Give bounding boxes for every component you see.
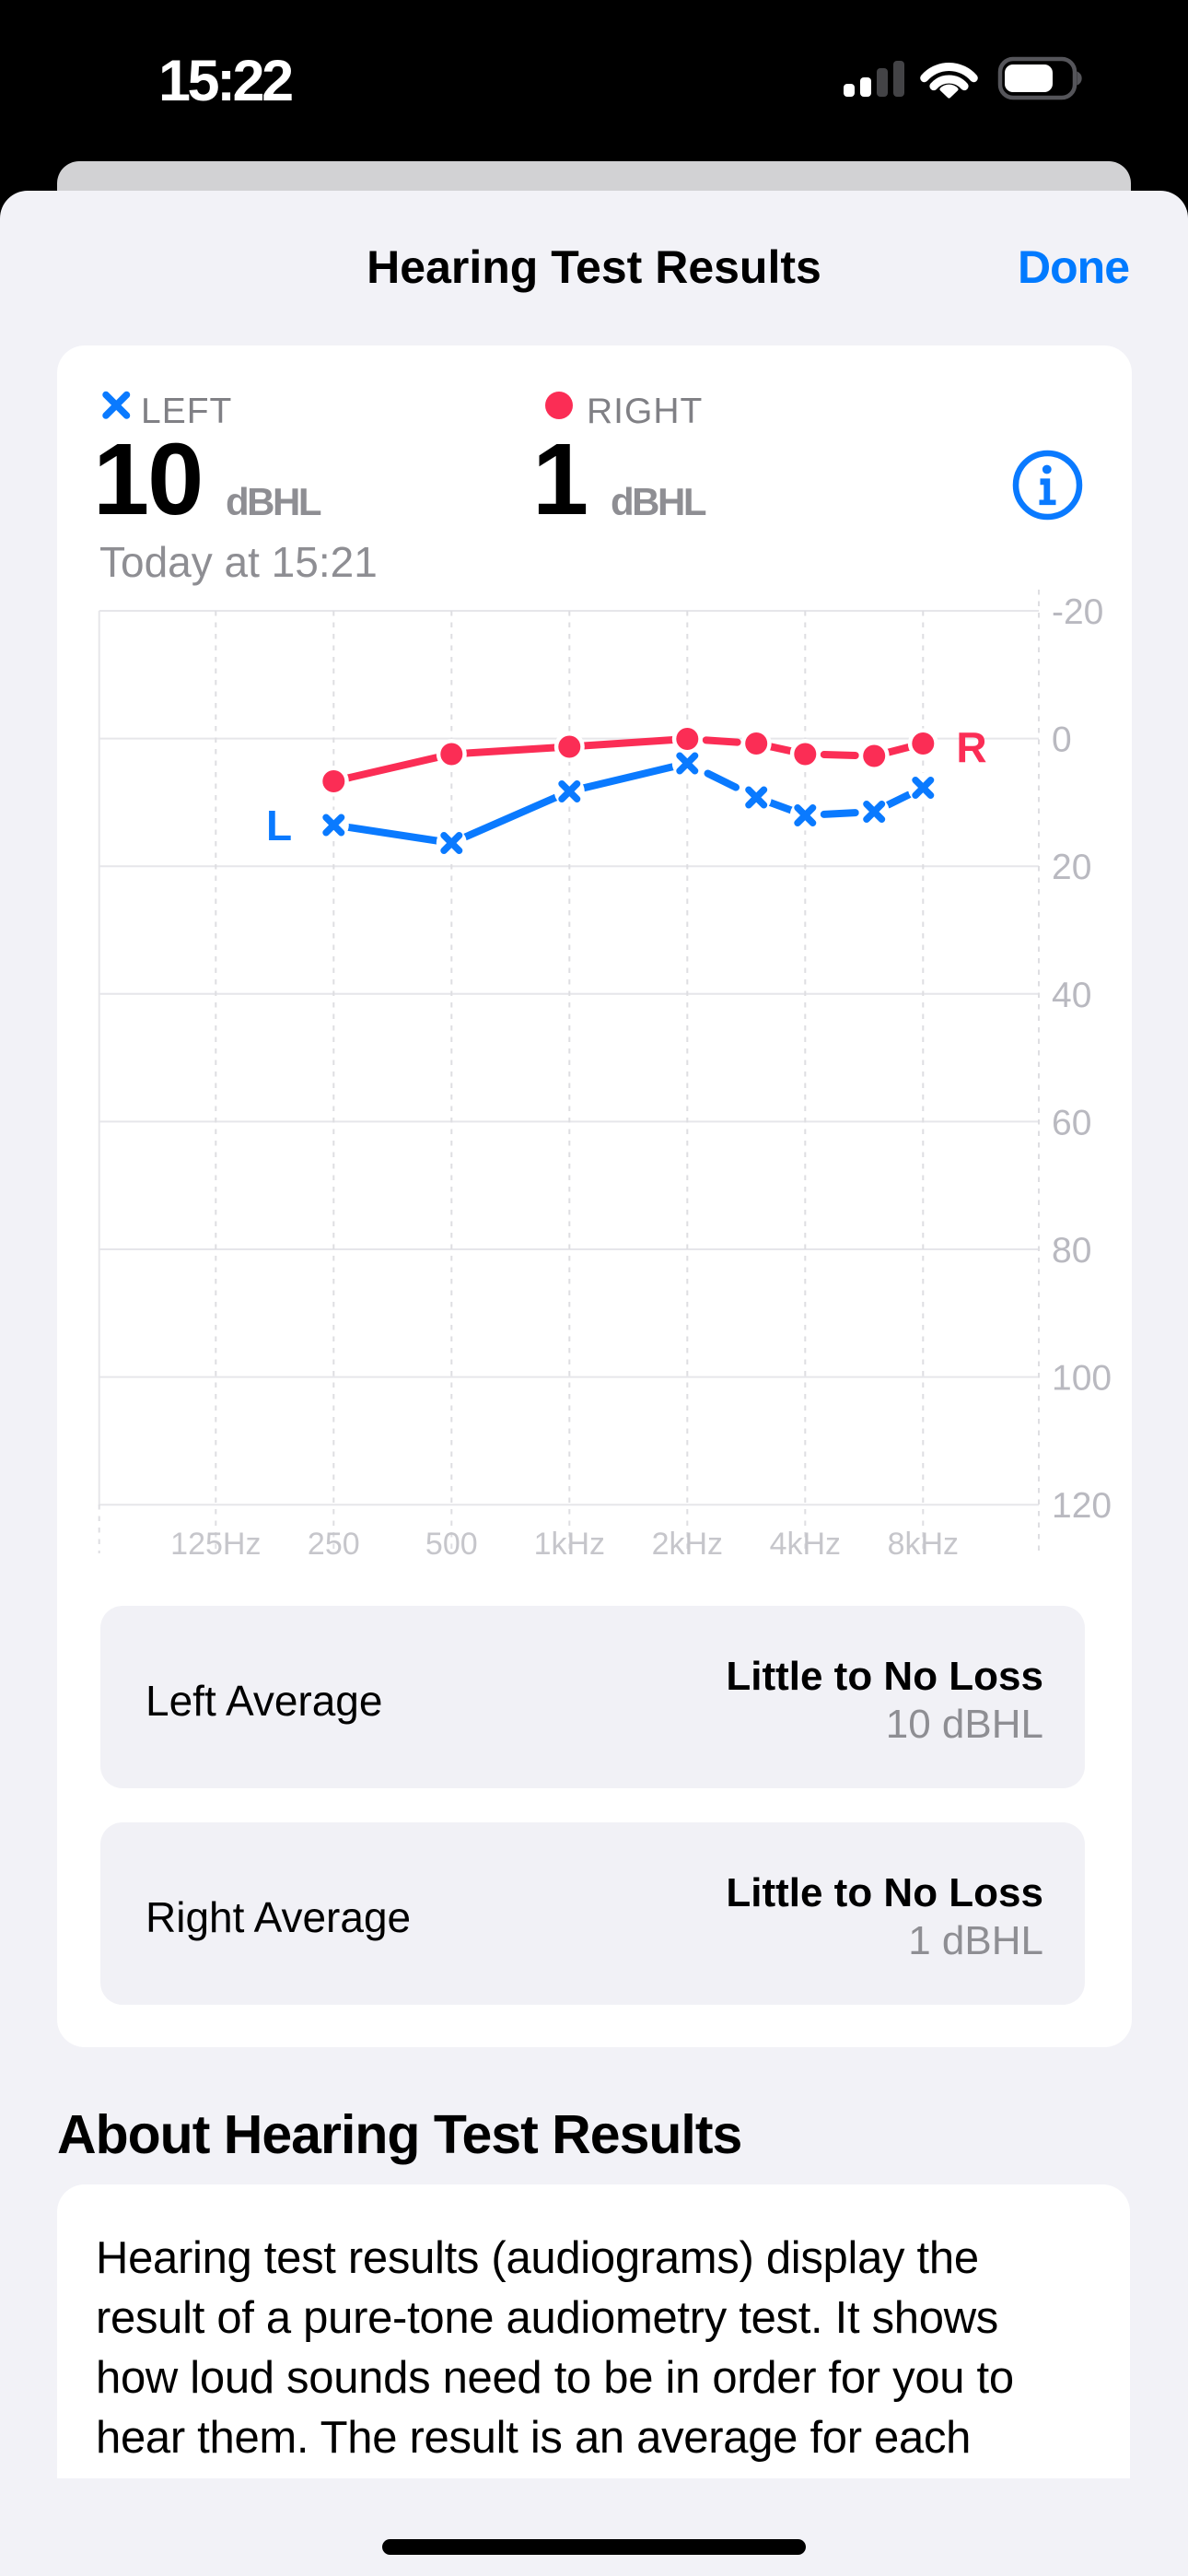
svg-text:500: 500	[425, 1527, 478, 1562]
svg-text:0: 0	[1052, 720, 1072, 760]
svg-text:125Hz: 125Hz	[170, 1527, 261, 1562]
svg-text:100: 100	[1052, 1359, 1112, 1399]
svg-text:2kHz: 2kHz	[652, 1527, 723, 1562]
svg-text:-20: -20	[1052, 592, 1103, 632]
svg-text:20: 20	[1052, 848, 1091, 887]
svg-text:8kHz: 8kHz	[888, 1527, 959, 1562]
svg-text:60: 60	[1052, 1103, 1091, 1142]
svg-text:4kHz: 4kHz	[770, 1527, 841, 1562]
svg-text:120: 120	[1052, 1486, 1112, 1526]
svg-text:L: L	[266, 802, 292, 849]
svg-text:40: 40	[1052, 976, 1091, 1015]
svg-text:R: R	[956, 723, 986, 771]
svg-text:1kHz: 1kHz	[534, 1527, 605, 1562]
svg-text:80: 80	[1052, 1231, 1091, 1270]
svg-text:250: 250	[308, 1527, 360, 1562]
